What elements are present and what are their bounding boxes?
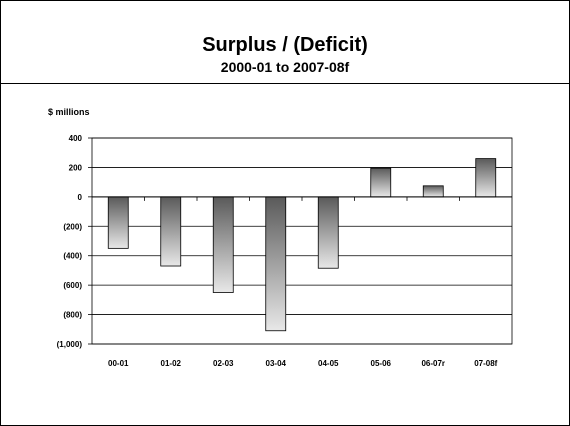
x-tick-label: 03-04: [266, 359, 287, 368]
gridlines: [88, 137, 512, 345]
chart-subtitle: 2000-01 to 2007-08f: [220, 59, 350, 75]
x-tick-label: 01-02: [161, 359, 182, 368]
x-tick-label: 07-08f: [474, 359, 497, 368]
x-tick-label: 06-07r: [421, 359, 445, 368]
bar-02-03: [212, 196, 234, 293]
x-tick-labels: 00-01 01-02 02-03 03-04 04-05 05-06 06-07r 07-0…: [108, 359, 498, 368]
y-tick-label: (600): [63, 281, 82, 290]
bar-03-04: [265, 196, 287, 332]
x-tick-label: 02-03: [213, 359, 234, 368]
chart-header: Surplus / (Deficit) 2000-01 to 2007-08f: [1, 1, 569, 84]
chart-title: Surplus / (Deficit): [202, 34, 368, 56]
bar-00-01: [107, 196, 129, 249]
bar-07-08f: [475, 158, 497, 198]
y-axis-label: $ millions: [48, 107, 90, 117]
x-tick-label: 04-05: [318, 359, 339, 368]
x-tick-label: 00-01: [108, 359, 129, 368]
bar-04-05: [317, 196, 339, 269]
bar-01-02: [160, 196, 182, 267]
x-tick-label: 05-06: [371, 359, 392, 368]
y-tick-label: 400: [69, 134, 83, 143]
y-tick-label: (800): [63, 311, 82, 320]
bar-05-06: [370, 167, 392, 198]
y-tick-labels: 400 200 0 (200) (400) (600) (800) (1,000): [57, 134, 83, 349]
axes: [91, 137, 513, 345]
y-tick-label: (200): [63, 222, 82, 231]
bars: [107, 158, 497, 332]
y-tick-label: 200: [69, 163, 83, 172]
y-tick-label: (400): [63, 252, 82, 261]
y-tick-label: (1,000): [57, 340, 83, 349]
plot-area: [91, 137, 513, 345]
bar-06-07r: [422, 185, 444, 198]
y-tick-label: 0: [78, 193, 83, 202]
